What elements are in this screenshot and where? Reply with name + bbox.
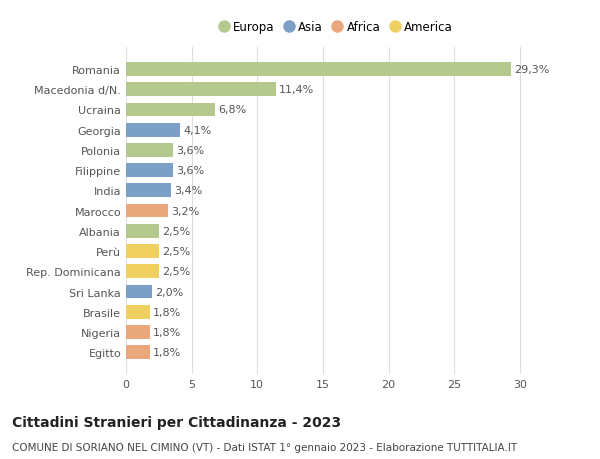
Text: 2,5%: 2,5% bbox=[162, 267, 190, 277]
Text: 2,5%: 2,5% bbox=[162, 246, 190, 257]
Bar bbox=[126, 63, 511, 77]
Text: 3,6%: 3,6% bbox=[176, 146, 205, 156]
Text: 1,8%: 1,8% bbox=[153, 327, 181, 337]
Text: 3,4%: 3,4% bbox=[174, 186, 202, 196]
Bar bbox=[126, 245, 159, 258]
Text: 1,8%: 1,8% bbox=[153, 347, 181, 358]
Text: 1,8%: 1,8% bbox=[153, 307, 181, 317]
Text: 4,1%: 4,1% bbox=[183, 125, 211, 135]
Text: COMUNE DI SORIANO NEL CIMINO (VT) - Dati ISTAT 1° gennaio 2023 - Elaborazione TU: COMUNE DI SORIANO NEL CIMINO (VT) - Dati… bbox=[12, 442, 517, 452]
Text: 2,5%: 2,5% bbox=[162, 226, 190, 236]
Bar bbox=[126, 346, 149, 359]
Text: 6,8%: 6,8% bbox=[218, 105, 247, 115]
Text: 29,3%: 29,3% bbox=[514, 65, 549, 75]
Bar bbox=[126, 144, 173, 157]
Bar bbox=[126, 265, 159, 279]
Text: Cittadini Stranieri per Cittadinanza - 2023: Cittadini Stranieri per Cittadinanza - 2… bbox=[12, 415, 341, 429]
Bar bbox=[126, 83, 275, 97]
Bar bbox=[126, 224, 159, 238]
Bar bbox=[126, 123, 180, 137]
Bar bbox=[126, 325, 149, 339]
Text: 2,0%: 2,0% bbox=[155, 287, 184, 297]
Text: 11,4%: 11,4% bbox=[279, 85, 314, 95]
Bar bbox=[126, 285, 152, 299]
Bar bbox=[126, 305, 149, 319]
Text: 3,2%: 3,2% bbox=[171, 206, 200, 216]
Legend: Europa, Asia, Africa, America: Europa, Asia, Africa, America bbox=[214, 17, 458, 39]
Bar bbox=[126, 164, 173, 178]
Bar bbox=[126, 204, 168, 218]
Bar bbox=[126, 103, 215, 117]
Text: 3,6%: 3,6% bbox=[176, 166, 205, 176]
Bar bbox=[126, 184, 170, 198]
